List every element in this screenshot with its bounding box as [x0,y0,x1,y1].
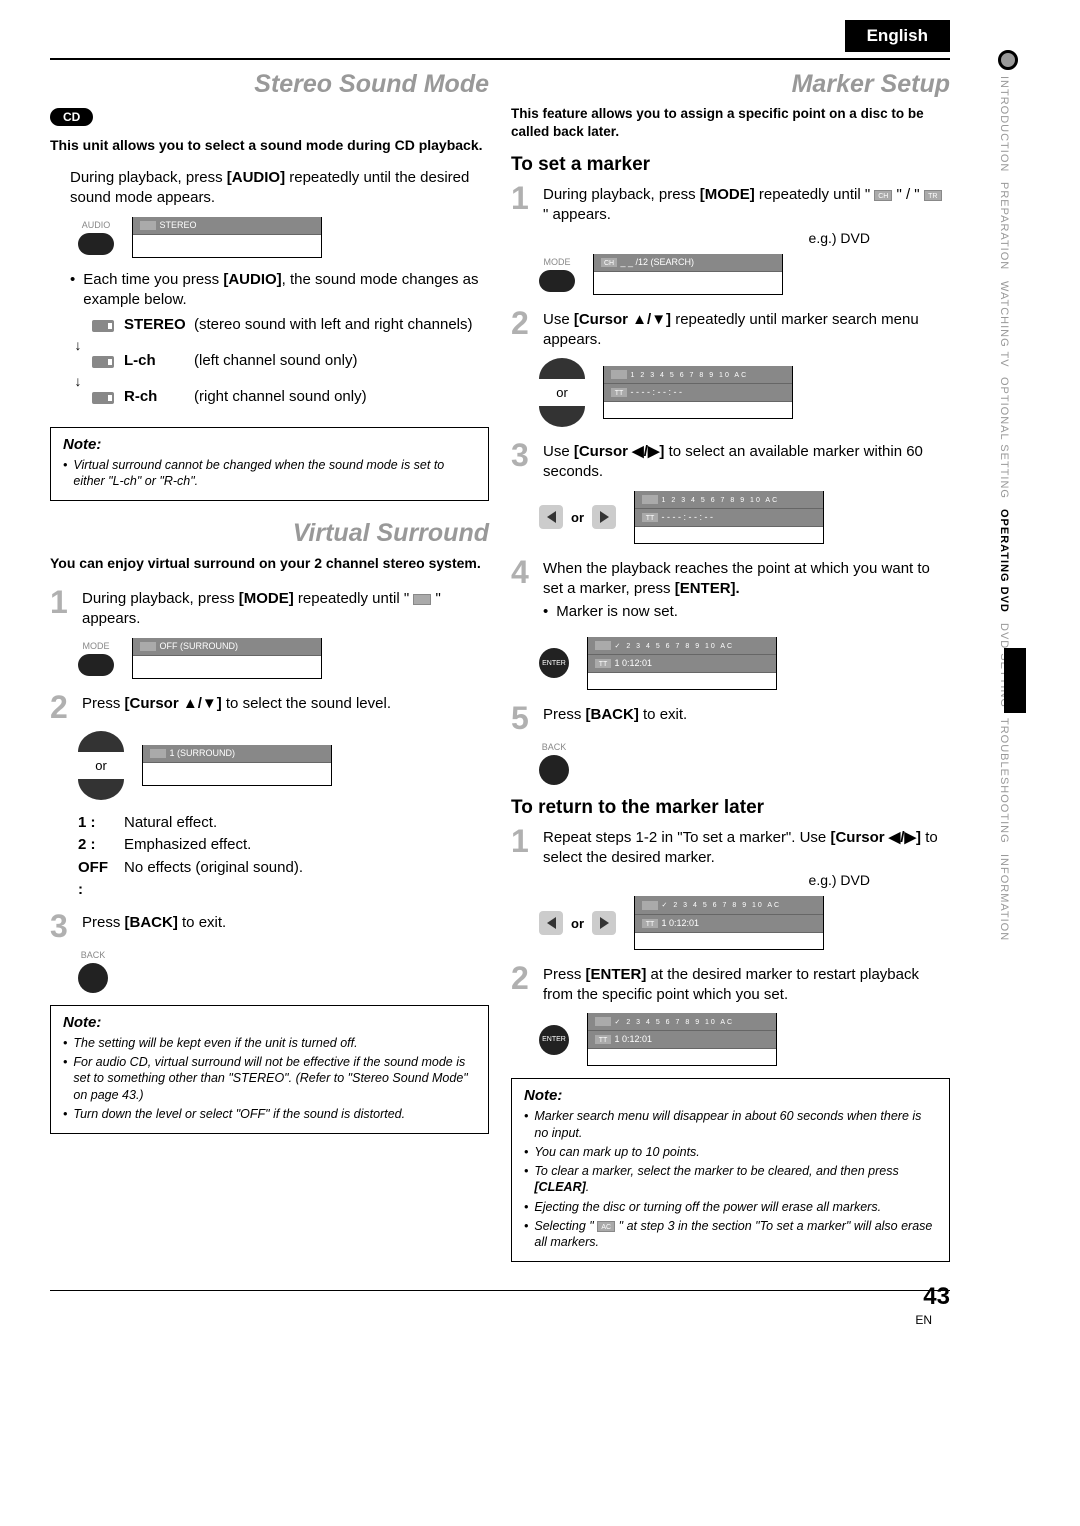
stereo-bullet: Each time you press [AUDIO], the sound m… [83,270,489,311]
cursor-right-icon [592,505,616,529]
return-diagram-1: or ✓ 2 3 4 5 6 7 8 9 10 ACTT 1 0:12:01 [539,896,950,949]
cursor-diagram: or 1 (SURROUND) [78,731,489,800]
marker-intro: This feature allows you to assign a spec… [511,105,950,140]
audio-button-icon [78,233,114,255]
note-box-marker: Note: Marker search menu will disappear … [511,1078,950,1262]
effect-list: 1 :Natural effect. 2 :Emphasized effect.… [78,812,489,902]
back-button-icon [78,963,108,993]
return-diagram-2: ENTER ✓ 2 3 4 5 6 7 8 9 10 ACTT 1 0:12:0… [539,1013,950,1066]
cursor-up-icon [78,731,124,752]
sub-return-marker: To return to the marker later [511,797,950,819]
cursor-left-icon [539,505,563,529]
marker-diagram-4: ENTER ✓ 2 3 4 5 6 7 8 9 10 ACTT 1 0:12:0… [539,637,950,690]
marker-diagram-5: BACK [539,742,950,785]
m-step5: Press [BACK] to exit. [543,702,950,734]
page-number: 43 [923,1283,950,1311]
enter-button-icon: ENTER [539,1025,569,1055]
mode-table: STEREO(stereo sound with left and right … [70,316,489,412]
mode-diagram-1: MODE OFF (SURROUND) [78,638,489,679]
marker-diagram-1: MODE CH _ _ /12 (SEARCH) [539,254,950,295]
vs-step1: During playback, press [MODE] repeatedly… [82,586,489,630]
cursor-up-icon [539,358,585,379]
cd-badge: CD [50,108,93,126]
m-step4: When the playback reaches the point at w… [543,556,950,629]
cursor-down-icon [539,406,585,427]
sub-set-marker: To set a marker [511,154,950,176]
note-box-virtual: Note: The setting will be kept even if t… [50,1005,489,1134]
vs-step2: Press [Cursor ▲/▼] to select the sound l… [82,691,489,723]
cursor-right-icon [592,911,616,935]
side-index: INTRODUCTION PREPARATION WATCHING TV OPT… [998,50,1020,951]
back-button-icon [539,755,569,785]
r-step2: Press [ENTER] at the desired marker to r… [543,962,950,1006]
audio-diagram: AUDIO STEREO [78,217,489,258]
m-step1: During playback, press [MODE] repeatedly… [543,182,950,226]
mode-button-icon [78,654,114,676]
language-tab: English [845,20,950,52]
section-title-virtual: Virtual Surround [50,519,489,548]
cursor-left-icon [539,911,563,935]
back-diagram: BACK [78,950,489,993]
cursor-down-icon [78,779,124,800]
m-step3: Use [Cursor ◀/▶] to select an available … [543,439,950,483]
mode-button-icon [539,270,575,292]
eg-dvd-label: e.g.) DVD [511,230,950,246]
eg-dvd-label-2: e.g.) DVD [511,872,950,888]
enter-button-icon: ENTER [539,648,569,678]
marker-diagram-3: or 1 2 3 4 5 6 7 8 9 10 ACTT - - - - : -… [539,491,950,544]
marker-diagram-2: or 1 2 3 4 5 6 7 8 9 10 ACTT - - - - : -… [539,358,950,427]
note-box-stereo: Note: Virtual surround cannot be changed… [50,427,489,502]
r-step1: Repeat steps 1-2 in "To set a marker". U… [543,825,950,869]
vs-step3: Press [BACK] to exit. [82,910,489,942]
active-index-marker [1004,648,1026,713]
stereo-body: During playback, press [AUDIO] repeatedl… [50,168,489,209]
stereo-intro: This unit allows you to select a sound m… [50,136,489,154]
virtual-intro: You can enjoy virtual surround on your 2… [50,554,489,572]
page-lang-code: EN [915,1313,932,1327]
m-step2: Use [Cursor ▲/▼] repeatedly until marker… [543,307,950,351]
header-rule [50,58,950,60]
section-title-marker: Marker Setup [511,70,950,99]
section-title-stereo: Stereo Sound Mode [50,70,489,99]
